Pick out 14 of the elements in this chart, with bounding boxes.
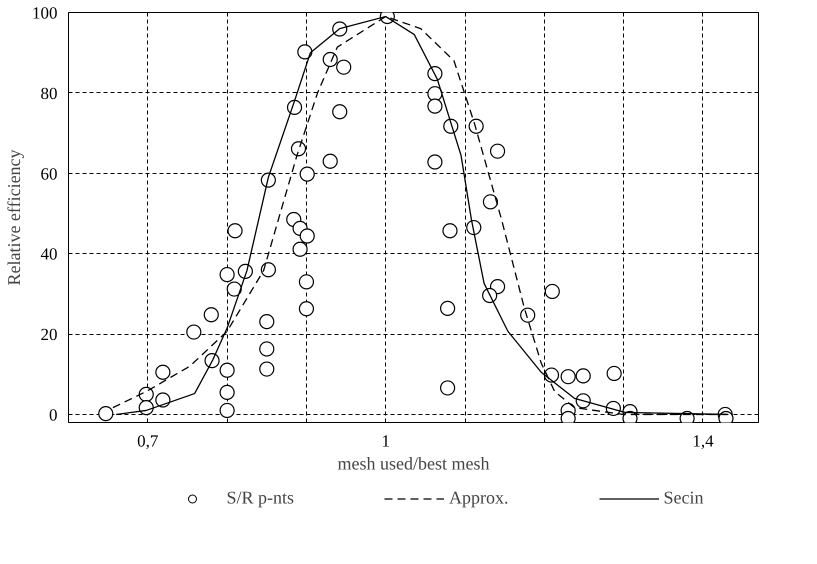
x-tick-label: 0,7 — [137, 432, 159, 450]
x-tick-label: 1,4 — [692, 432, 714, 450]
y-tick-label: 60 — [40, 164, 58, 184]
x-tick-label: 1 — [381, 432, 390, 450]
y-tick-label: 100 — [32, 4, 58, 22]
y-tick-label: 20 — [40, 325, 58, 344]
legend-label: Approx. — [449, 488, 509, 508]
y-tick-label: 80 — [40, 84, 58, 103]
legend-label: Secin — [664, 488, 704, 508]
x-axis-title: mesh used/best mesh — [338, 454, 490, 474]
legend-label: S/R p-nts — [226, 488, 294, 508]
y-tick-label: 40 — [40, 244, 58, 264]
y-axis-title: Relative efficiency — [4, 149, 24, 286]
y-tick-label: 0 — [49, 405, 58, 424]
